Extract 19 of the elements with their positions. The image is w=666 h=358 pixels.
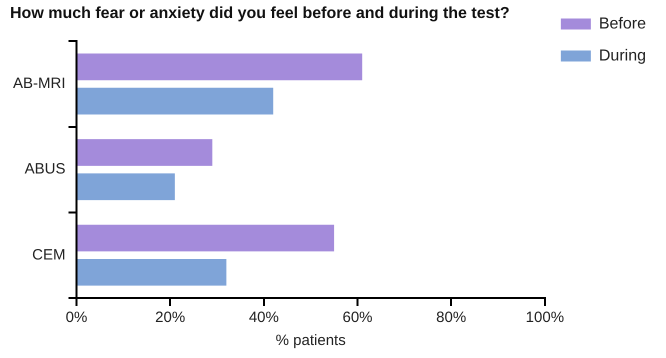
x-tick-label: 20% (155, 309, 186, 326)
bar (78, 54, 362, 80)
bar (78, 173, 175, 200)
x-tick-label: 0% (66, 309, 88, 326)
y-tick-label: ABUS (24, 160, 66, 178)
legend-label: During (598, 47, 646, 64)
bar (78, 139, 212, 166)
legend-label: Before (598, 15, 646, 32)
x-tick-label: 100% (526, 309, 564, 326)
y-tick-label: CEM (32, 246, 66, 264)
x-tick-label: 80% (436, 309, 466, 326)
bar (78, 88, 274, 114)
bar (78, 258, 226, 286)
y-tick-label: AB-MRI (13, 75, 66, 92)
x-tick-label: 60% (342, 309, 373, 326)
x-axis-title: % patients (276, 332, 346, 350)
x-tick-label: 40% (248, 309, 279, 326)
bar (78, 224, 334, 252)
chart-title: How much fear or anxiety did you feel before and during the test? (10, 5, 510, 22)
